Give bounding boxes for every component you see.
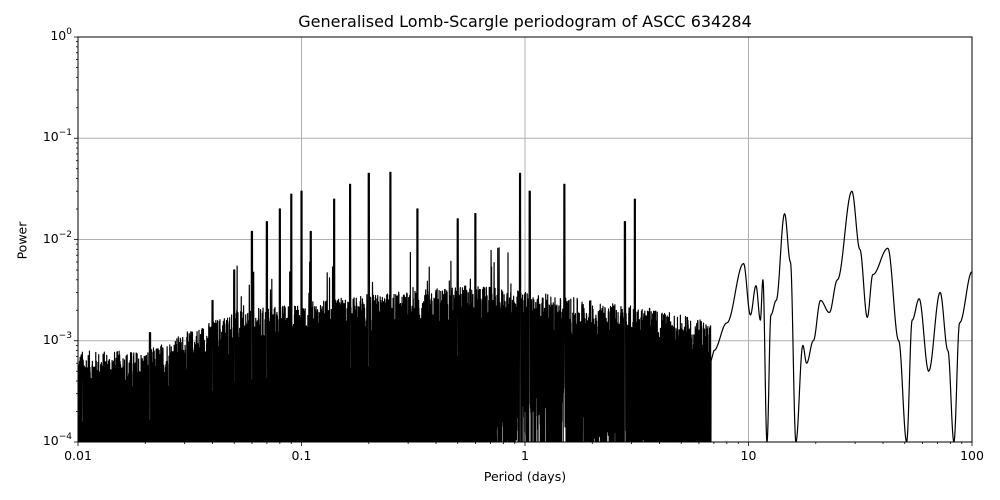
x-axis-label: Period (days) xyxy=(483,469,567,484)
chart-title: Generalised Lomb-Scargle periodogram of … xyxy=(298,12,752,31)
y-tick-label: 100 xyxy=(50,27,72,43)
x-tick-label: 0.1 xyxy=(291,448,312,463)
power-curve xyxy=(78,171,972,442)
x-tick-label: 1 xyxy=(521,448,529,463)
axis-ticks xyxy=(74,36,973,446)
y-tick-label: 10−3 xyxy=(42,330,72,347)
y-tick-label: 10−1 xyxy=(42,128,72,145)
y-tick-label: 10−4 xyxy=(42,432,72,448)
x-tick-label: 0.01 xyxy=(64,448,92,463)
y-tick-label: 10−2 xyxy=(42,229,72,246)
x-tick-label: 100 xyxy=(960,448,984,463)
y-axis-label: Power xyxy=(14,221,30,260)
x-tick-label: 10 xyxy=(740,448,757,463)
